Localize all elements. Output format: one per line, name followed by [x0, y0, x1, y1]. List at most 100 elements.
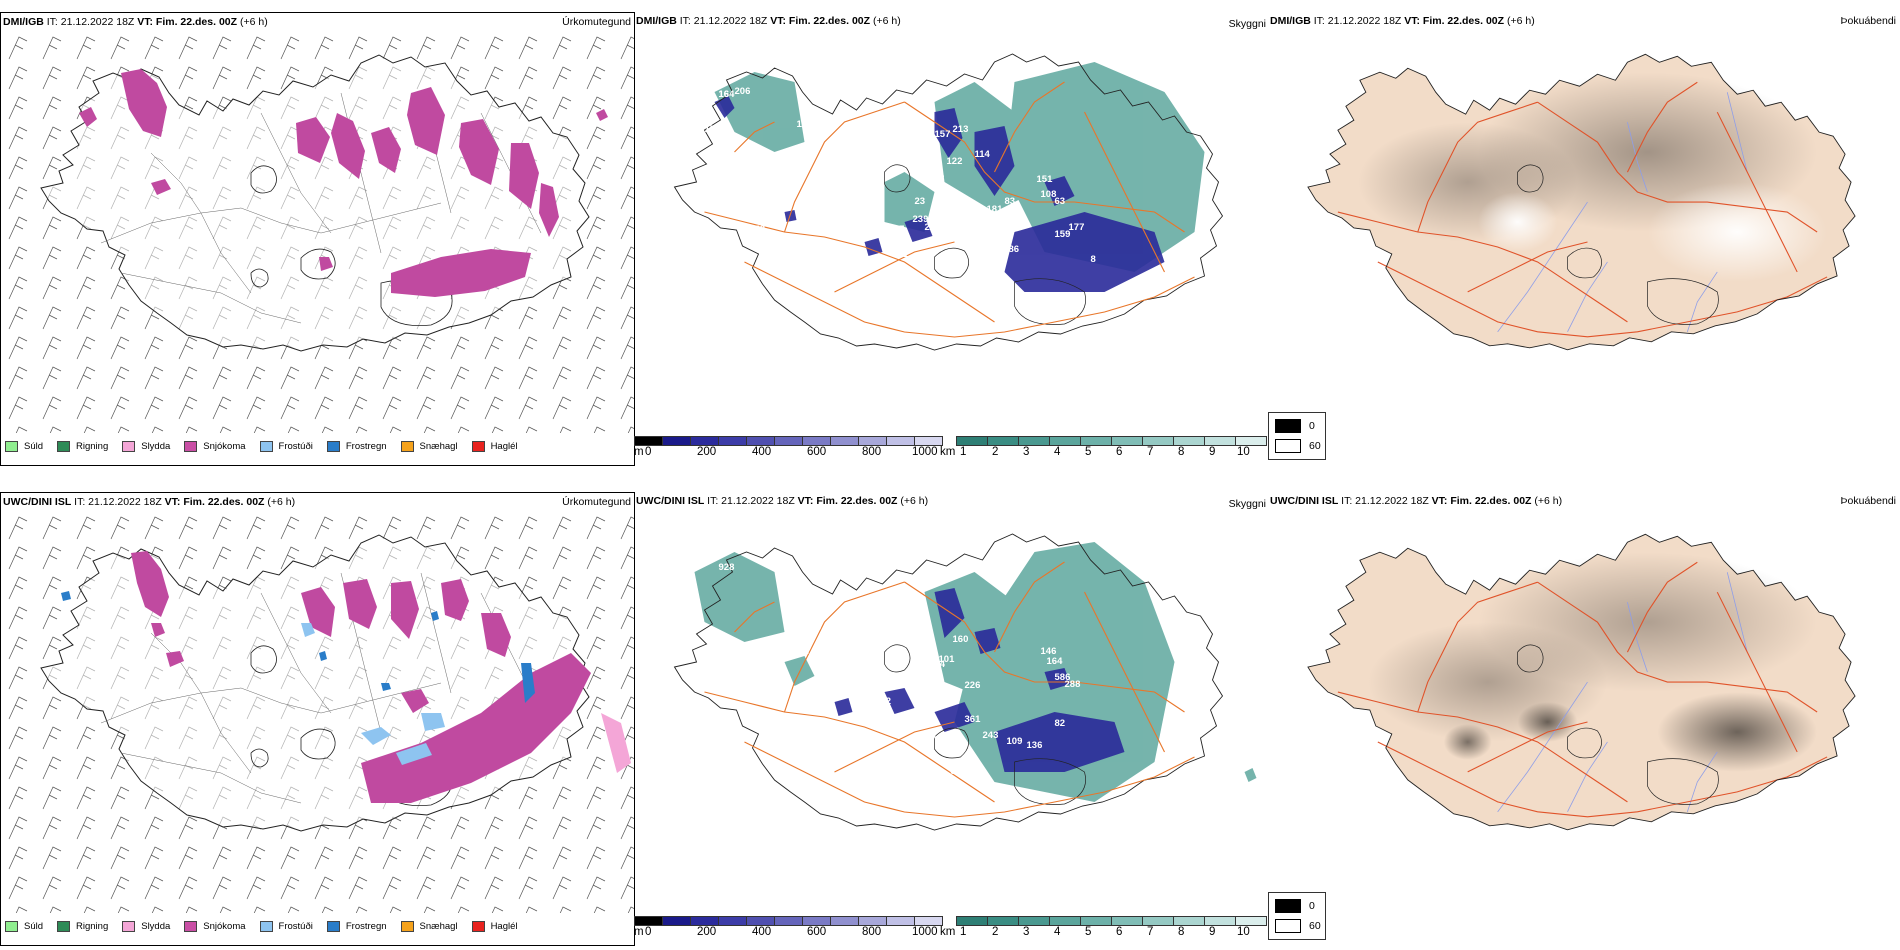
- legend-swatch: [5, 441, 18, 452]
- legend-item-haglel: Haglél: [471, 921, 518, 932]
- vis-number-label: 206: [735, 86, 751, 97]
- visibility-panel-2: UWC/DINI ISL IT: 21.12.2022 18Z VT: Fim.…: [634, 492, 1268, 944]
- colorbar-segment: [1235, 436, 1267, 446]
- fog-panel-title-1: DMI/IGB IT: 21.12.2022 18Z VT: Fim. 22.d…: [1270, 15, 1535, 27]
- vis-number-label: 101: [939, 654, 956, 665]
- legend-item-suld: Súld: [5, 921, 43, 932]
- vis-panel-title-2: UWC/DINI ISL IT: 21.12.2022 18Z VT: Fim.…: [636, 495, 929, 507]
- vis-number-label: 928: [719, 562, 735, 573]
- colorbar-segment: [1049, 916, 1080, 926]
- vis-number-label: 146: [1041, 646, 1057, 657]
- colorbar-segment: [1204, 436, 1235, 446]
- precip-type-map: [1, 33, 634, 433]
- vis-number-label: 122: [947, 156, 963, 167]
- legend-item-snjokoma: Snjókoma: [184, 441, 246, 452]
- colorbar-segment: [1111, 436, 1142, 446]
- legend-swatch: [122, 441, 136, 452]
- legend-swatch: [184, 441, 198, 452]
- vis-number-label: 95: [995, 222, 1006, 233]
- vis-number-label: 24: [935, 659, 946, 670]
- legend-swatch: [259, 921, 273, 932]
- colorbar-segment: [987, 436, 1018, 446]
- vis-number-label: 288: [1065, 679, 1081, 690]
- vis-number-label: 222: [925, 222, 941, 233]
- colorbar-segment: [690, 916, 718, 926]
- vis-number-label: 58: [755, 224, 766, 235]
- colorbar-segment: [1018, 916, 1049, 926]
- precip-type-panel-2: UWC/DINI ISL IT: 21.12.2022 18Z VT: Fim.…: [0, 492, 635, 946]
- vis-number-label: 114: [975, 149, 991, 160]
- legend-swatch: [122, 921, 136, 932]
- precip-type-panel-1: DMI/IGB IT: 21.12.2022 18Z VT: Fim. 22.d…: [0, 12, 635, 466]
- legend-swatch: [400, 921, 414, 932]
- colorbar-segment: [802, 916, 830, 926]
- legend-item-slydda: Slydda: [122, 921, 170, 932]
- colorbar-segment: [634, 436, 662, 446]
- colorbar-segment: [746, 916, 774, 926]
- legend-item-frostudi: Frostúði: [259, 441, 313, 452]
- vis-number-label: 586: [1055, 672, 1071, 683]
- vis-number-label: 157: [935, 129, 951, 140]
- colorbar-segment: [858, 916, 886, 926]
- colorbar-segment: [774, 436, 802, 446]
- colorbar-segment: [746, 436, 774, 446]
- vis-number-label: 129: [773, 198, 789, 209]
- vis-number-label: 151: [1037, 174, 1054, 185]
- vis-number-label: 164: [1047, 656, 1064, 667]
- vis-number-label: 93: [955, 264, 966, 275]
- vis-number-label: 22: [805, 270, 816, 281]
- fog-swatch-white: [1275, 919, 1301, 933]
- vis-number-label: 16: [719, 89, 730, 100]
- colorbar-segment: [1142, 916, 1173, 926]
- vis-number-label: 213: [953, 124, 969, 135]
- colorbar-segment: [830, 436, 858, 446]
- visibility-colorbar: [956, 436, 1267, 446]
- vis-number-label: 25: [811, 622, 822, 633]
- fog-swatch-white: [1275, 439, 1301, 453]
- legend-item-frostudi: Frostúði: [259, 921, 313, 932]
- legend-item-rigning: Rigning: [57, 921, 108, 932]
- colorbar-segment: [1235, 916, 1267, 926]
- vis-number-label: 163: [795, 614, 811, 625]
- colorbar-segment: [662, 916, 690, 926]
- run-info: IT: 21.12.2022 18Z: [43, 16, 138, 28]
- vis-number-label: 14: [793, 154, 804, 165]
- vis-number-label: 83: [1005, 196, 1016, 207]
- legend-swatch: [184, 921, 198, 932]
- fog-title-2: Þokuábendi: [1840, 495, 1896, 507]
- vis-number-label: 127: [889, 224, 905, 235]
- fog-panel-2: UWC/DINI ISL IT: 21.12.2022 18Z VT: Fim.…: [1268, 492, 1900, 944]
- precip-legend-2: Súld Rigning Slydda Snjókoma Frostúði Fr…: [5, 921, 532, 932]
- vis-number-label: 15: [705, 124, 716, 135]
- visibility-panel-1: DMI/IGB IT: 21.12.2022 18Z VT: Fim. 22.d…: [634, 12, 1268, 464]
- vis-number-label: 99: [825, 204, 836, 215]
- colorbar-segment: [830, 916, 858, 926]
- vis-number-label: 108: [1041, 189, 1057, 200]
- vis-number-label: 277: [831, 189, 847, 200]
- vis-number-label: 29: [815, 672, 826, 683]
- vis-number-label: 126: [905, 136, 921, 147]
- colorbar-segment: [1173, 916, 1204, 926]
- vis-number-label: 13: [815, 164, 826, 175]
- legend-swatch: [400, 441, 414, 452]
- vis-number-label: 160: [953, 634, 969, 645]
- legend-swatch: [5, 921, 18, 932]
- vis-number-label: 760: [931, 734, 947, 745]
- vis-number-label: 365: [893, 714, 910, 725]
- legend-swatch: [259, 441, 273, 452]
- fog-legend: 0 60: [1268, 412, 1326, 460]
- visibility-title: Skyggni: [1228, 18, 1266, 30]
- vis-number-label: 102: [831, 664, 847, 675]
- visibility-ticks-2: km 1 2 3 4 5 6 7 8 9 10: [940, 926, 1250, 938]
- fog-panel-title-2: UWC/DINI ISL IT: 21.12.2022 18Z VT: Fim.…: [1270, 495, 1563, 507]
- vis-number-label: 280: [921, 716, 937, 727]
- vis-number-label: 225: [851, 676, 868, 687]
- vis-number-label: 19: [795, 260, 806, 271]
- vis-number-label: 243: [983, 730, 999, 741]
- vis-number-label: 86: [1009, 244, 1020, 255]
- colorbar-segment: [774, 916, 802, 926]
- vis-number-label: 197: [929, 174, 945, 185]
- legend-swatch: [326, 921, 340, 932]
